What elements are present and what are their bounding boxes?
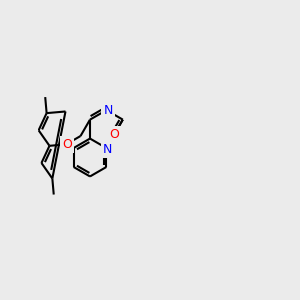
Text: O: O bbox=[62, 138, 72, 151]
Text: N: N bbox=[103, 143, 112, 156]
Text: O: O bbox=[109, 128, 119, 141]
Text: N: N bbox=[103, 104, 113, 117]
